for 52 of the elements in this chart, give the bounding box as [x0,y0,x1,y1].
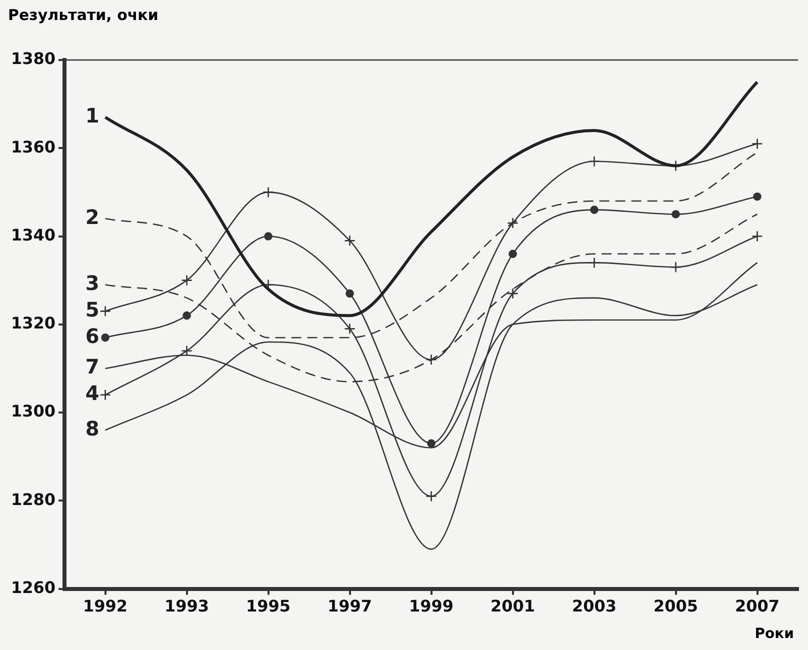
point [100,389,111,401]
point [182,311,191,320]
point [752,230,763,242]
x-tick-label: 1992 [83,596,128,616]
series-label: 7 [85,354,100,379]
point [101,333,110,342]
x-tick-label: 1995 [246,596,291,616]
x-tick-label: 1993 [164,596,210,616]
y-tick-label: 1280 [11,490,56,509]
y-axis-title: Результати, очки [8,6,158,24]
series-label: 5 [85,297,100,322]
x-axis-title: Роки [754,626,794,642]
y-tick-label: 1260 [11,578,56,597]
point [752,138,763,150]
point [507,288,518,300]
point [100,306,111,317]
point [346,289,354,298]
series-label: 2 [85,204,100,229]
y-tick-label: 1360 [11,137,56,156]
point [181,345,192,356]
x-tick-label: 2001 [490,596,536,616]
x-tick-label: 2005 [653,596,698,616]
point [507,217,518,229]
point [588,257,600,268]
x-tick-label: 1999 [409,596,454,616]
point [426,354,437,366]
point [590,206,598,214]
point [753,192,762,201]
point [344,235,356,246]
point [262,186,274,198]
x-tick-label: 1997 [328,596,372,616]
series-label: 8 [85,416,100,440]
x-tick-label: 2003 [572,596,617,616]
point [508,250,517,258]
point [264,232,272,240]
y-tick-label: 1300 [11,402,56,421]
series-label: 6 [85,324,100,348]
y-tick-label: 1380 [11,49,56,68]
line-series [104,80,759,318]
point [426,490,437,502]
y-tick-label: 1320 [11,314,56,333]
y-tick-label: 1340 [11,225,56,244]
point [181,274,192,286]
x-tick-label: 2007 [734,596,780,616]
point [672,210,680,218]
point [588,156,600,168]
point [670,261,682,273]
point [344,323,356,334]
series-label: 4 [85,381,100,406]
series-label: 3 [85,270,100,295]
point [427,439,436,448]
series-label: 1 [85,103,100,128]
